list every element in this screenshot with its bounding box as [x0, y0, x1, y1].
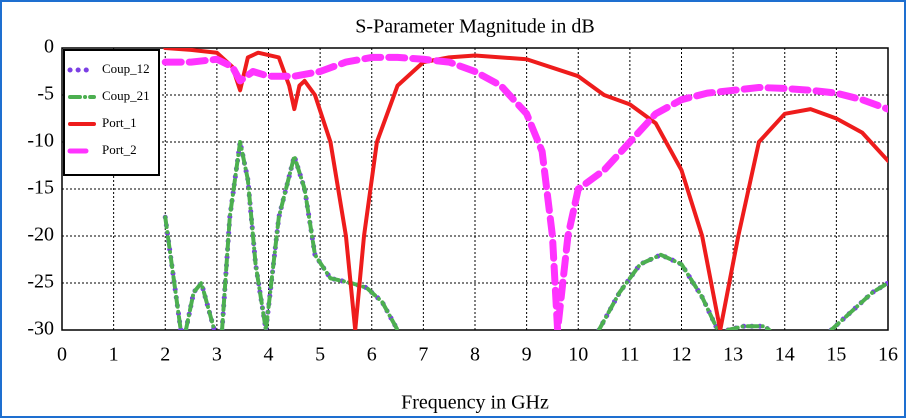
x-tick-label: 2	[160, 344, 170, 366]
y-tick-label: -20	[27, 224, 54, 246]
x-tick-label: 13	[723, 344, 743, 366]
x-tick-label: 6	[367, 344, 377, 366]
series-line	[163, 48, 888, 330]
series-line	[161, 53, 888, 330]
x-tick-label: 0	[57, 344, 67, 366]
x-tick-label: 15	[826, 344, 846, 366]
x-tick-label: 5	[315, 344, 325, 366]
series-line	[163, 140, 888, 330]
x-tick-label: 11	[620, 344, 639, 366]
x-tick-label: 7	[418, 344, 428, 366]
legend-label: Port_2	[102, 142, 137, 157]
y-tick-label: -5	[37, 83, 54, 105]
y-tick-label: 0	[44, 36, 54, 58]
plot-border	[61, 47, 889, 331]
x-tick-label: 1	[109, 344, 119, 366]
x-tick-label: 4	[264, 344, 274, 366]
x-tick-label: 9	[522, 344, 532, 366]
legend-label: Coup_21	[102, 88, 150, 103]
y-tick-label: -15	[27, 177, 54, 199]
x-tick-label: 16	[878, 344, 898, 366]
x-tick-label: 3	[212, 344, 222, 366]
x-tick-label: 14	[775, 344, 795, 366]
legend-label: Port_1	[102, 115, 137, 130]
x-tick-label: 8	[470, 344, 480, 366]
chart-title: S-Parameter Magnitude in dB	[355, 16, 594, 38]
y-tick-label: -25	[27, 271, 54, 293]
y-tick-label: -10	[27, 130, 54, 152]
x-axis-label: Frequency in GHz	[401, 392, 549, 414]
x-tick-label: 12	[672, 344, 692, 366]
legend-label: Coup_12	[102, 61, 150, 76]
y-tick-label: -30	[27, 318, 54, 340]
x-tick-label: 10	[568, 344, 588, 366]
